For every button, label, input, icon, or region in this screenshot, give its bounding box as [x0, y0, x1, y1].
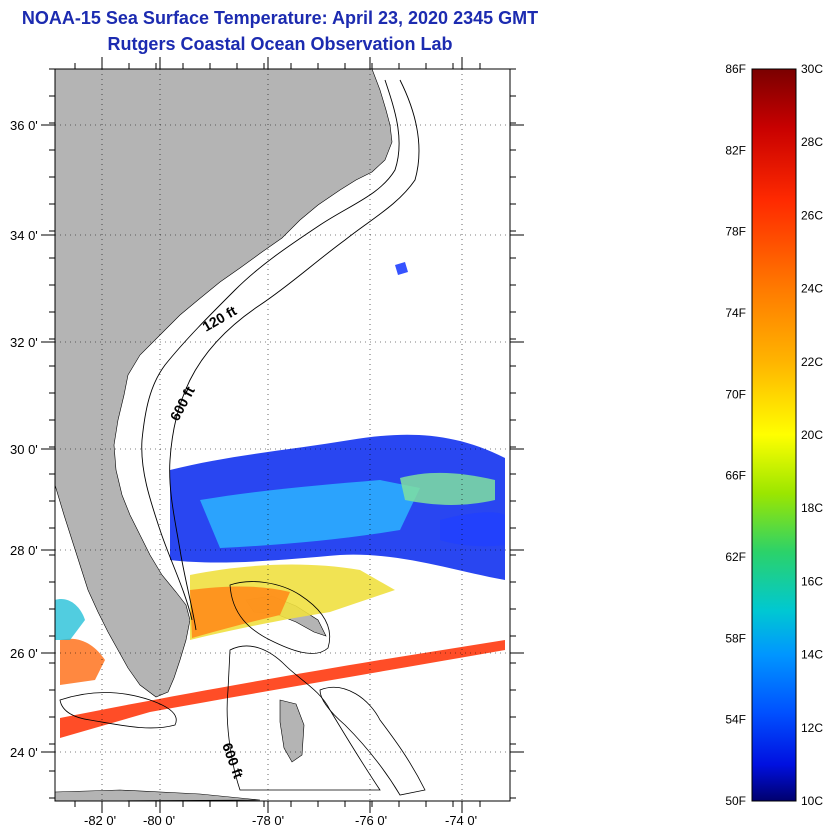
contour-keys	[59, 692, 177, 729]
lat-label-34: 34 0'	[10, 228, 38, 243]
contour-bahamas-c	[319, 686, 426, 796]
colorbar-f-label: 62F	[725, 550, 746, 564]
colorbar-f-label: 66F	[725, 469, 746, 483]
lat-label-26: 26 0'	[10, 646, 38, 661]
longitude-labels: -82 0' -80 0' -78 0' -76 0' -74 0'	[84, 813, 477, 828]
colorbar-c-label: 22C	[801, 355, 823, 369]
contour-bahamas-a	[229, 581, 330, 654]
lat-label-24: 24 0'	[10, 745, 38, 760]
latitude-labels: 36 0' 34 0' 32 0' 30 0' 28 0' 26 0' 24 0…	[10, 118, 38, 760]
colorbar-c-label: 18C	[801, 501, 823, 515]
colorbar-f-label: 78F	[725, 225, 746, 239]
lat-label-36: 36 0'	[10, 118, 38, 133]
colorbar-f-label: 70F	[725, 387, 746, 401]
colorbar-f-label: 50F	[725, 794, 746, 808]
colorbar-c-label: 24C	[801, 282, 823, 296]
colorbar-c-label: 14C	[801, 648, 823, 662]
lon-label-78: -78 0'	[252, 813, 284, 828]
colorbar-c-label: 12C	[801, 721, 823, 735]
colorbar-c-label: 10C	[801, 794, 823, 808]
colorbar-fahrenheit-labels: 86F 82F 78F 74F 70F 66F 62F 58F 54F 50F	[725, 62, 746, 808]
map-grid	[41, 57, 524, 813]
land-bahamas-andros	[279, 699, 305, 763]
land-cuba	[55, 789, 261, 801]
colorbar-c-label: 26C	[801, 208, 823, 222]
lat-label-32: 32 0'	[10, 335, 38, 350]
colorbar-celsius-labels: 30C 28C 26C 24C 22C 20C 18C 16C 14C 12C 10C	[801, 62, 823, 808]
lon-label-82: -82 0'	[84, 813, 116, 828]
colorbar-f-label: 58F	[725, 631, 746, 645]
map-border	[54, 68, 511, 802]
map-title: NOAA-15 Sea Surface Temperature: April 2…	[21, 8, 539, 28]
lat-label-30: 30 0'	[10, 442, 38, 457]
contour-120ft	[141, 79, 400, 621]
colorbar-c-label: 16C	[801, 574, 823, 588]
colorbar-f-label: 54F	[725, 713, 746, 727]
lon-label-74: -74 0'	[445, 813, 477, 828]
lon-label-80: -80 0'	[143, 813, 175, 828]
colorbar-f-label: 86F	[725, 62, 746, 76]
sst-data-swath	[55, 262, 505, 738]
colorbar-f-label: 82F	[725, 143, 746, 157]
map-subtitle: Rutgers Coastal Ocean Observation Lab	[107, 34, 453, 54]
lon-label-76: -76 0'	[355, 813, 387, 828]
contour-bahamas-b	[226, 645, 381, 791]
colorbar-f-label: 74F	[725, 306, 746, 320]
colorbar-c-label: 28C	[801, 135, 823, 149]
colorbar-c-label: 30C	[801, 62, 823, 76]
land-mass-us	[55, 69, 393, 698]
colorbar-c-label: 20C	[801, 428, 823, 442]
colorbar	[751, 68, 797, 802]
lat-label-28: 28 0'	[10, 543, 38, 558]
contour-600ft	[169, 79, 420, 631]
